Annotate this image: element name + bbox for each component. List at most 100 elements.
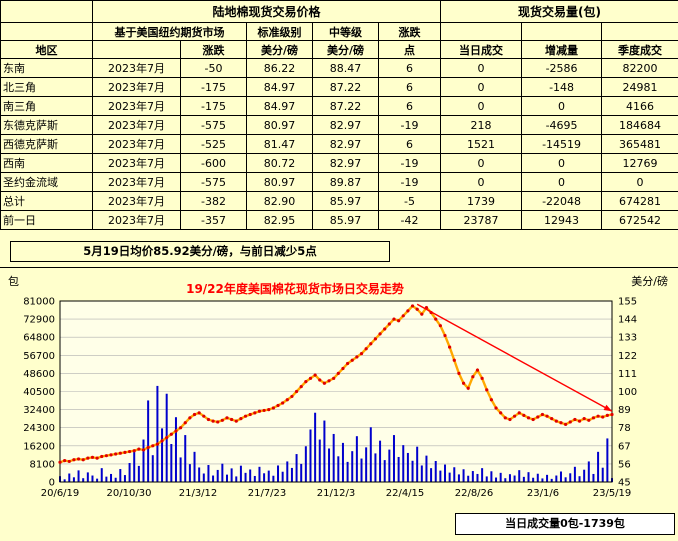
- cell-points: 6: [377, 96, 442, 116]
- cell-middle: 82.97: [312, 134, 379, 154]
- cell-daily: 1739: [440, 191, 523, 211]
- cell-points: -19: [377, 115, 442, 135]
- cell-points: 6: [377, 77, 442, 97]
- cell-region: 南三角: [0, 96, 93, 116]
- left-axis-tick: 48600: [23, 369, 55, 380]
- x-axis-label: 21/3/12: [179, 488, 218, 499]
- table-title-row: 陆地棉现货交易价格 现货交易量(包): [0, 0, 678, 23]
- right-axis-tick: 45: [618, 478, 631, 489]
- table-row: 南三角 2023年7月 -175 84.97 87.22 6 0 0 4166: [0, 96, 678, 116]
- cell-region: 总计: [0, 191, 93, 211]
- cell-standard: 84.97: [246, 96, 313, 116]
- table-row: 圣约金流域 2023年7月 -575 80.97 89.87 -19 0 0 0: [0, 172, 678, 192]
- cell-delta: 0: [521, 96, 603, 116]
- table-header-row-2: 地区 涨跌 美分/磅 美分/磅 点 当日成交 增减量 季度成交: [0, 40, 678, 59]
- cell-standard: 86.22: [246, 58, 313, 78]
- cell-quarterly: 672542: [601, 210, 678, 230]
- left-axis-tick: 64800: [23, 333, 55, 344]
- left-axis-tick: 0: [49, 478, 55, 489]
- cell-standard: 82.90: [246, 191, 313, 211]
- cell-change: -575: [180, 172, 247, 192]
- cell-daily: 23787: [440, 210, 523, 230]
- left-axis-tick: 32400: [23, 405, 55, 416]
- cell-delta: -22048: [521, 191, 603, 211]
- empty-cell: [601, 22, 678, 41]
- price-table-body: 东南 2023年7月 -50 86.22 88.47 6 0 -2586 82200 北三角 202…: [0, 58, 678, 230]
- empty-cell: [92, 40, 181, 59]
- right-axis-tick: 100: [618, 387, 637, 398]
- cell-middle: 82.97: [312, 153, 379, 173]
- cell-date: 2023年7月: [92, 77, 181, 97]
- cell-region: 北三角: [0, 77, 93, 97]
- cell-quarterly: 0: [601, 172, 678, 192]
- left-axis-tick: 72900: [23, 315, 55, 326]
- left-axis-tick: 81000: [23, 297, 55, 308]
- cell-points: 6: [377, 58, 442, 78]
- daily-volume-note: 当日成交量0包-1739包: [455, 513, 675, 535]
- x-axis-label: 20/10/30: [107, 488, 152, 499]
- empty-cell: [440, 22, 523, 41]
- cell-standard: 82.95: [246, 210, 313, 230]
- cell-middle: 87.22: [312, 96, 379, 116]
- cell-delta: 0: [521, 172, 603, 192]
- cell-daily: 0: [440, 172, 523, 192]
- cell-standard: 80.97: [246, 172, 313, 192]
- x-axis-label: 21/7/23: [248, 488, 287, 499]
- cell-standard: 81.47: [246, 134, 313, 154]
- x-axis-label: 23/5/19: [593, 488, 632, 499]
- x-axis-labels: 20/6/19 20/10/30 21/3/12 21/7/23 21/12/3 22/4…: [41, 488, 632, 499]
- header-quarterly-volume: 季度成交: [601, 40, 678, 59]
- cell-date: 2023年7月: [92, 210, 181, 230]
- table-row: 东德克萨斯 2023年7月 -575 80.97 82.97 -19 218 -4695 184…: [0, 115, 678, 135]
- empty-cell: [0, 22, 93, 41]
- cell-date: 2023年7月: [92, 134, 181, 154]
- plot-border: [59, 300, 613, 483]
- header-cents-middle: 美分/磅: [312, 40, 379, 59]
- chart-title: 19/22年度美国棉花现货市场日交易走势: [186, 282, 404, 296]
- cell-daily: 0: [440, 153, 523, 173]
- cell-date: 2023年7月: [92, 58, 181, 78]
- corner-cell: [0, 0, 93, 23]
- header-daily-volume: 当日成交: [440, 40, 523, 59]
- cell-date: 2023年7月: [92, 96, 181, 116]
- cell-date: 2023年7月: [92, 115, 181, 135]
- cell-quarterly: 82200: [601, 58, 678, 78]
- left-axis-ticks: 0 8100 16200 24300 32400 40500 48600 56700 64800…: [23, 297, 55, 489]
- cell-quarterly: 12769: [601, 153, 678, 173]
- x-axis-label: 21/12/3: [317, 488, 356, 499]
- cell-points: 6: [377, 134, 442, 154]
- cell-region: 东德克萨斯: [0, 115, 93, 135]
- x-axis-label: 22/4/15: [386, 488, 425, 499]
- cell-quarterly: 24981: [601, 77, 678, 97]
- right-axis-tick: 111: [618, 369, 637, 380]
- cell-date: 2023年7月: [92, 153, 181, 173]
- header-cents-standard: 美分/磅: [246, 40, 313, 59]
- table-header-row-1: 基于美国纽约期货市场 标准级别 中等级 涨跌: [0, 22, 678, 41]
- cell-points: -42: [377, 210, 442, 230]
- cell-delta: -4695: [521, 115, 603, 135]
- cell-points: -5: [377, 191, 442, 211]
- trend-line: [416, 303, 613, 412]
- cell-quarterly: 674281: [601, 191, 678, 211]
- cell-change: -525: [180, 134, 247, 154]
- header-change: 涨跌: [377, 22, 442, 41]
- cell-quarterly: 365481: [601, 134, 678, 154]
- table-row: 西德克萨斯 2023年7月 -525 81.47 82.97 6 1521 -14519 365…: [0, 134, 678, 154]
- cell-change: -575: [180, 115, 247, 135]
- cell-middle: 85.97: [312, 210, 379, 230]
- cell-region: 前一日: [0, 210, 93, 230]
- price-line: [58, 304, 614, 464]
- avg-price-note: 5月19日均价85.92美分/磅，与前日减少5点: [10, 241, 390, 262]
- cell-middle: 88.47: [312, 58, 379, 78]
- cell-change: -175: [180, 77, 247, 97]
- table-row: 前一日 2023年7月 -357 82.95 85.97 -42 23787 12943 672…: [0, 210, 678, 230]
- left-axis-unit-label: 包: [8, 275, 19, 288]
- cell-region: 东南: [0, 58, 93, 78]
- right-axis-ticks: 45 56 67 78 89 100 111 122 133 144 155: [618, 297, 637, 489]
- right-axis-tick: 89: [618, 405, 631, 416]
- cell-middle: 85.97: [312, 191, 379, 211]
- left-axis-tick: 24300: [23, 423, 55, 434]
- cell-middle: 82.97: [312, 115, 379, 135]
- header-points: 点: [377, 40, 442, 59]
- cell-daily: 218: [440, 115, 523, 135]
